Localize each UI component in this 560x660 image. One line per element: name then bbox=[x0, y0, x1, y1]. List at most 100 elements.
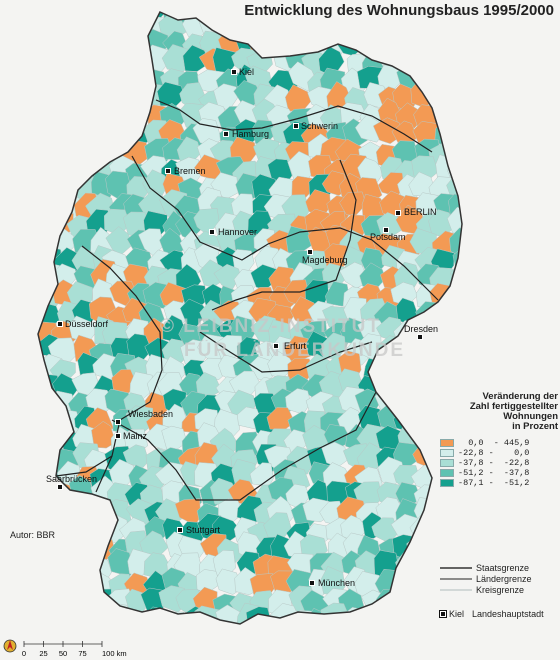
district-cell bbox=[454, 531, 462, 559]
district-cell bbox=[38, 17, 46, 45]
district-cell bbox=[38, 261, 48, 290]
capital-square-icon bbox=[115, 419, 121, 425]
capital-square-icon bbox=[383, 227, 389, 233]
district-cell bbox=[38, 12, 65, 26]
city-label: Kiel bbox=[239, 67, 254, 77]
district-cell bbox=[71, 123, 97, 150]
city-marker: Mainz bbox=[115, 431, 148, 441]
district-cell bbox=[67, 43, 97, 73]
legend: Veränderung der Zahl fertiggestellter Wo… bbox=[440, 392, 558, 488]
district-cell bbox=[449, 277, 462, 304]
district-cell bbox=[430, 71, 457, 96]
district-cell bbox=[66, 570, 93, 601]
district-cell bbox=[125, 67, 155, 96]
district-cell bbox=[450, 136, 462, 164]
city-label: Erfurt bbox=[284, 341, 307, 351]
district-cell bbox=[179, 627, 204, 655]
district-cell bbox=[445, 67, 462, 94]
legend-title-line: Zahl fertiggestellter bbox=[469, 401, 558, 412]
legend-range: -87,1 - -51,2 bbox=[458, 478, 530, 488]
capital-square-icon bbox=[309, 580, 315, 586]
district-cell bbox=[414, 410, 441, 436]
district-cell bbox=[90, 133, 117, 159]
district-cell bbox=[38, 358, 42, 384]
district-cell bbox=[38, 605, 59, 624]
district-cell bbox=[50, 493, 75, 525]
district-cell bbox=[67, 103, 95, 133]
district-cell bbox=[411, 566, 438, 592]
district-cell bbox=[89, 67, 114, 96]
district-cell bbox=[38, 62, 63, 91]
city-marker: Schwerin bbox=[293, 121, 338, 131]
district-cell bbox=[55, 14, 85, 39]
district-cell bbox=[100, 122, 132, 153]
district-cell bbox=[38, 172, 61, 201]
district-cell bbox=[38, 12, 39, 26]
district-cell bbox=[156, 81, 185, 107]
scale-tick-label: 0 bbox=[22, 649, 26, 658]
district-cell bbox=[107, 69, 136, 94]
district-cell bbox=[450, 27, 462, 53]
capital-square-icon bbox=[231, 69, 237, 75]
district-cell bbox=[49, 64, 81, 94]
legend-class-5: -87,1 - -51,2 bbox=[440, 478, 558, 488]
district-cell bbox=[196, 622, 224, 624]
laendergrenze-label: Ländergrenze bbox=[476, 573, 532, 584]
legend-swatch bbox=[440, 469, 454, 477]
district-cell bbox=[235, 628, 265, 652]
district-cell bbox=[38, 573, 49, 602]
district-cell bbox=[38, 104, 42, 131]
district-cell bbox=[88, 588, 113, 614]
legend-swatch bbox=[440, 439, 454, 447]
district-cell bbox=[392, 374, 417, 404]
capital-square-icon bbox=[439, 610, 447, 618]
kreisgrenze-line-icon bbox=[440, 589, 472, 590]
city-marker: Düsseldorf bbox=[57, 319, 109, 329]
district-cell bbox=[450, 261, 462, 290]
district-cell bbox=[394, 33, 421, 62]
scale-tick-label: 75 bbox=[78, 649, 86, 658]
district-cell bbox=[70, 590, 93, 615]
district-cell bbox=[38, 224, 43, 256]
district-cell bbox=[38, 194, 65, 224]
watermark-line-2: FÜR LÄNDERKUNDE bbox=[184, 340, 405, 361]
city-label: Magdeburg bbox=[302, 255, 348, 265]
district-cell bbox=[380, 357, 404, 384]
district-cell bbox=[216, 621, 243, 624]
district-cell bbox=[354, 114, 383, 143]
district-cell bbox=[428, 531, 456, 563]
district-cell bbox=[356, 27, 382, 56]
scale-bar: 0 25 50 75 100 km bbox=[3, 639, 127, 658]
district-cell bbox=[38, 207, 44, 235]
district-cell bbox=[431, 84, 462, 111]
district-cell bbox=[268, 625, 298, 650]
district-cell bbox=[448, 303, 462, 330]
city-label: Wiesbaden bbox=[128, 409, 173, 419]
capital-example: Kiel bbox=[449, 609, 465, 619]
district-cell bbox=[444, 514, 462, 542]
kreisgrenze-label: Kreisgrenze bbox=[476, 584, 525, 595]
city-label: München bbox=[318, 578, 355, 588]
staatsgrenze-line-icon bbox=[440, 566, 472, 569]
district-cell bbox=[161, 611, 189, 624]
district-cell bbox=[411, 35, 438, 58]
district-cell bbox=[38, 158, 43, 184]
district-cell bbox=[215, 568, 242, 595]
district-cell bbox=[54, 142, 81, 171]
district-cell bbox=[323, 619, 351, 624]
district-cell bbox=[55, 588, 85, 616]
legend-swatch bbox=[440, 479, 454, 487]
district-cell bbox=[38, 121, 60, 149]
district-cell bbox=[162, 620, 191, 624]
district-cell bbox=[432, 352, 460, 380]
boundary-legend: Staatsgrenze Ländergrenze Kreisgrenze bbox=[440, 562, 532, 595]
legend-title: Veränderung der Zahl fertiggestellter Wo… bbox=[440, 392, 558, 432]
capital-square-icon bbox=[293, 123, 299, 129]
district-cell bbox=[38, 553, 60, 578]
district-cell bbox=[414, 389, 439, 416]
district-cell bbox=[451, 500, 462, 527]
district-cell bbox=[38, 461, 45, 486]
district-cell bbox=[38, 610, 47, 624]
district-cell bbox=[38, 478, 40, 504]
district-cell bbox=[447, 336, 462, 364]
